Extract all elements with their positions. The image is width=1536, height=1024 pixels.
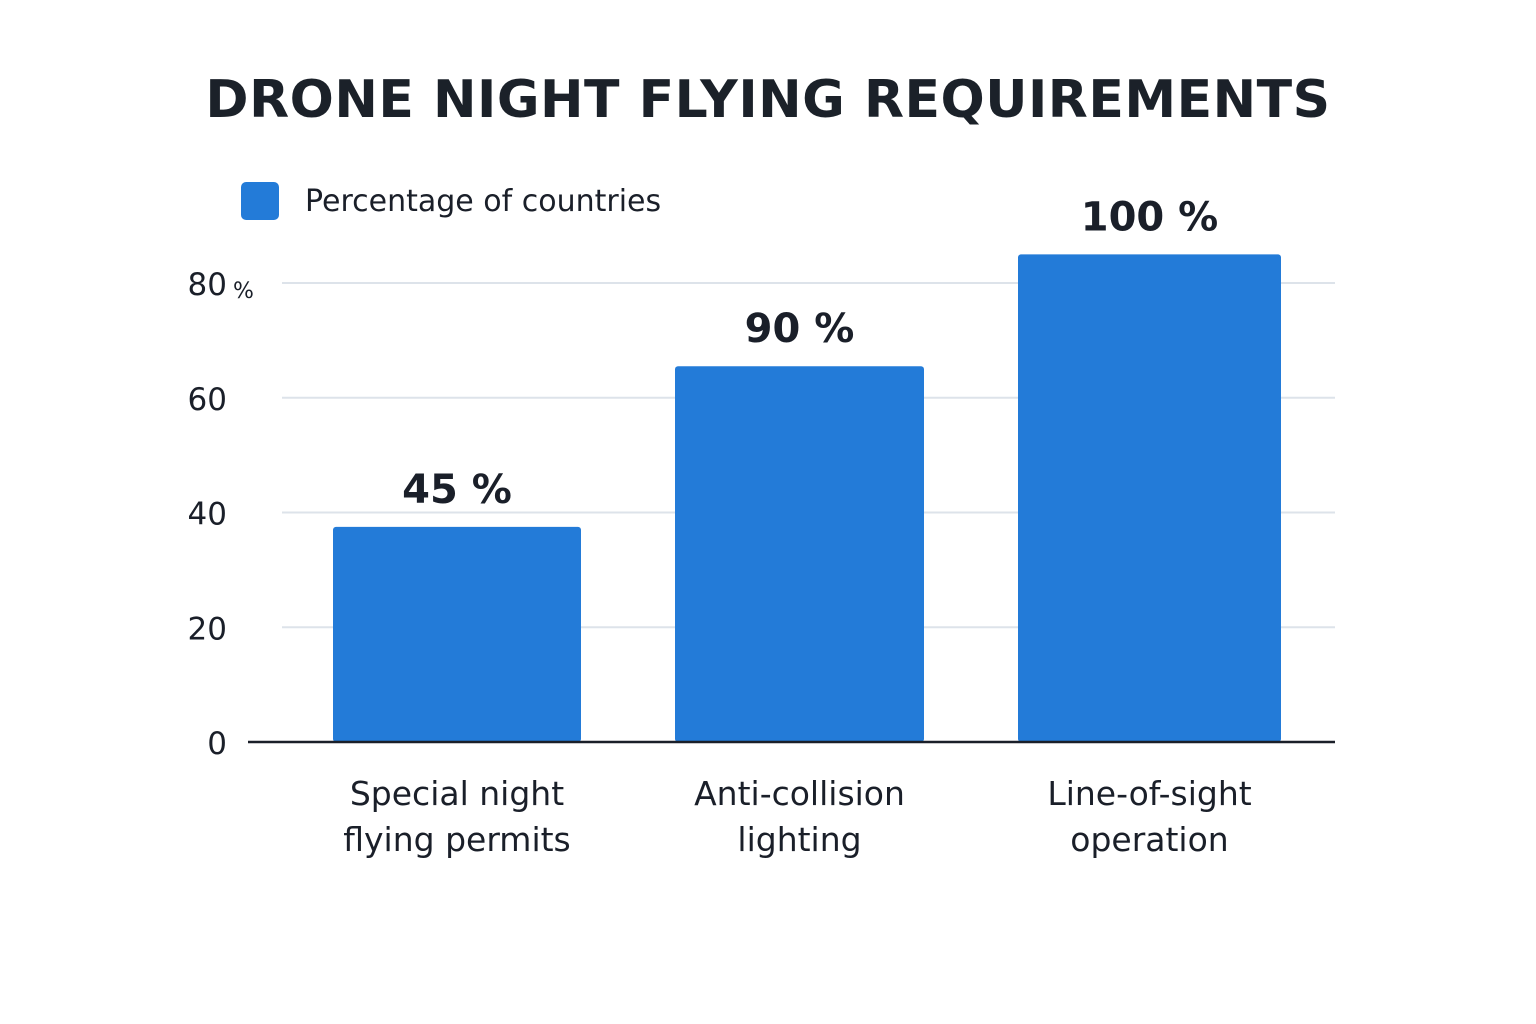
y-tick-label: 60 xyxy=(188,382,227,418)
legend-label: Percentage of countries xyxy=(305,183,662,219)
bars xyxy=(333,254,1281,742)
x-tick-label: lighting xyxy=(737,820,861,859)
y-tick-label: 20 xyxy=(188,611,227,647)
y-tick-label: 0 xyxy=(207,726,227,762)
x-tick-label: Anti-collision xyxy=(694,774,905,813)
x-tick-label: operation xyxy=(1070,820,1228,859)
chart-title: DRONE NIGHT FLYING REQUIREMENTS xyxy=(205,70,1331,130)
data-label: 100 % xyxy=(1081,194,1219,240)
x-tick-label: Special night xyxy=(350,774,564,813)
labels: 0 20 40 60 80 % 45 % Special night flying permit… xyxy=(188,194,1252,859)
legend: Percentage of countries xyxy=(241,182,661,220)
y-tick-unit: % xyxy=(233,279,254,304)
y-tick-label: 80 xyxy=(188,267,227,303)
x-tick-label: Line-of-sight xyxy=(1047,774,1251,813)
data-label: 90 % xyxy=(745,306,855,352)
y-tick-label: 40 xyxy=(188,497,227,533)
bar xyxy=(675,366,924,742)
x-tick-label: flying permits xyxy=(343,820,571,859)
bar xyxy=(333,526,581,742)
legend-swatch xyxy=(241,182,279,220)
bar xyxy=(1018,254,1281,742)
data-label: 45 % xyxy=(402,467,512,513)
